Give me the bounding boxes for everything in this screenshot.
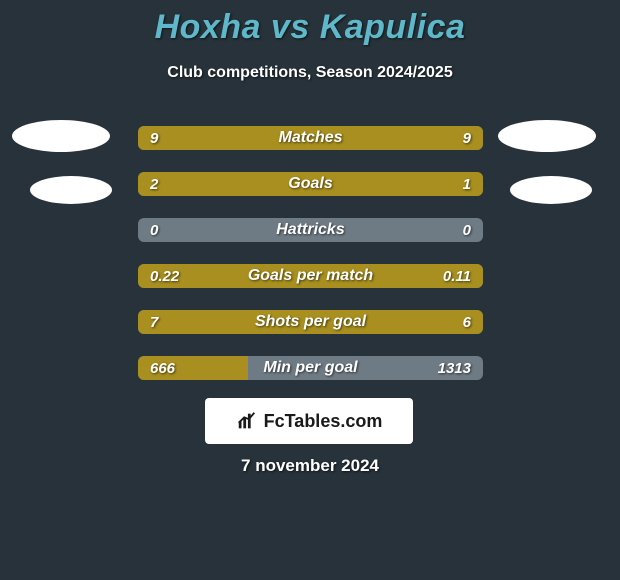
stat-row: Goals per match0.22 0.11 bbox=[138, 264, 483, 288]
stat-value-left: 0 bbox=[150, 218, 158, 242]
stat-row: Matches9 9 bbox=[138, 126, 483, 150]
stat-value-left: 0.22 bbox=[150, 264, 179, 288]
stat-value-right: 0.11 bbox=[443, 264, 471, 288]
stat-row: Min per goal666 1313 bbox=[138, 356, 483, 380]
stat-label: Matches bbox=[138, 126, 483, 150]
stat-value-right: 9 bbox=[463, 126, 471, 150]
stat-row: Hattricks0 0 bbox=[138, 218, 483, 242]
stat-value-left: 9 bbox=[150, 126, 158, 150]
player-left-marker bbox=[12, 120, 110, 152]
stat-value-left: 7 bbox=[150, 310, 158, 334]
page-title: Hoxha vs Kapulica bbox=[0, 8, 620, 47]
stat-value-left: 2 bbox=[150, 172, 158, 196]
stat-label: Hattricks bbox=[138, 218, 483, 242]
stat-label: Goals bbox=[138, 172, 483, 196]
chart-icon bbox=[236, 410, 258, 432]
player-right-marker bbox=[498, 120, 596, 152]
stat-label: Goals per match bbox=[138, 264, 483, 288]
stat-row: Goals2 1 bbox=[138, 172, 483, 196]
stat-value-right: 0 bbox=[463, 218, 471, 242]
stat-value-right: 1 bbox=[463, 172, 471, 196]
comparison-card: Hoxha vs Kapulica Club competitions, Sea… bbox=[0, 0, 620, 580]
stat-value-left: 666 bbox=[150, 356, 175, 380]
player-right-marker-2 bbox=[510, 176, 592, 204]
player-left-marker-2 bbox=[30, 176, 112, 204]
stat-label: Min per goal bbox=[138, 356, 483, 380]
stat-value-right: 1313 bbox=[438, 356, 471, 380]
subtitle: Club competitions, Season 2024/2025 bbox=[0, 64, 620, 82]
stat-label: Shots per goal bbox=[138, 310, 483, 334]
date-text: 7 november 2024 bbox=[0, 456, 620, 476]
source-badge-text: FcTables.com bbox=[264, 411, 383, 432]
source-badge: FcTables.com bbox=[205, 398, 413, 444]
stat-value-right: 6 bbox=[463, 310, 471, 334]
stat-row: Shots per goal7 6 bbox=[138, 310, 483, 334]
